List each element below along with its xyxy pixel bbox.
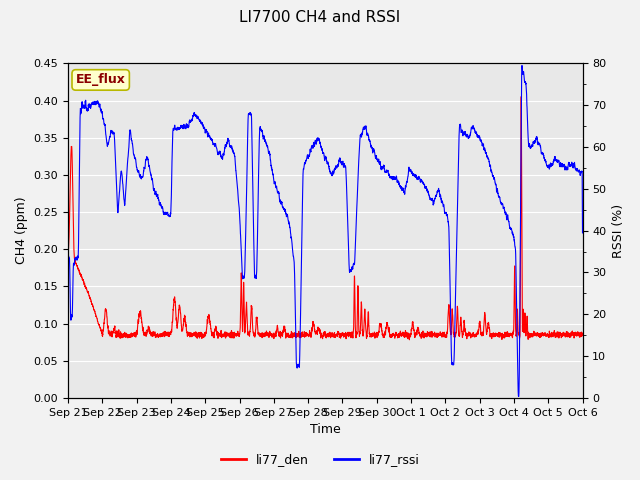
li77_den [157, 331, 165, 337]
li77_rssi [518, 62, 526, 68]
Legend: li77_den, li77_rssi: li77_den, li77_rssi [216, 448, 424, 471]
X-axis label: Time: Time [310, 423, 340, 436]
li77_rssi [487, 167, 495, 173]
li77_rssi [515, 394, 522, 399]
li77_den [448, 306, 456, 312]
li77_den [487, 332, 495, 338]
li77_rssi [260, 137, 268, 143]
li77_den [372, 333, 380, 339]
li77_rssi [372, 156, 380, 161]
Line: li77_rssi: li77_rssi [68, 65, 582, 396]
li77_rssi [448, 361, 456, 367]
Line: li77_den: li77_den [68, 96, 582, 340]
li77_den [517, 94, 525, 99]
Text: LI7700 CH4 and RSSI: LI7700 CH4 and RSSI [239, 10, 401, 24]
li77_rssi [157, 204, 165, 209]
li77_den [64, 252, 72, 257]
Y-axis label: RSSI (%): RSSI (%) [612, 204, 625, 258]
li77_den [399, 331, 406, 337]
li77_den [579, 330, 586, 336]
li77_rssi [64, 250, 72, 256]
li77_rssi [579, 230, 586, 236]
li77_rssi [399, 185, 406, 191]
Text: EE_flux: EE_flux [76, 73, 125, 86]
Y-axis label: CH4 (ppm): CH4 (ppm) [15, 197, 28, 264]
li77_den [260, 332, 268, 337]
li77_den [406, 337, 413, 343]
